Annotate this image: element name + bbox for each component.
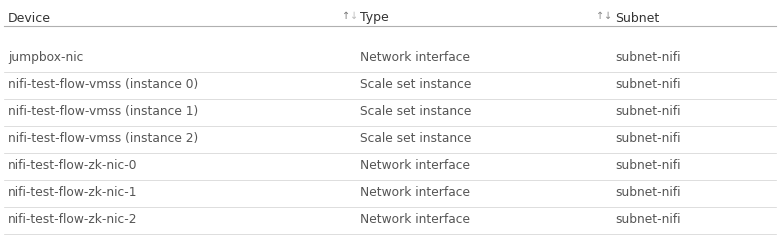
Text: nifi-test-flow-vmss (instance 1): nifi-test-flow-vmss (instance 1) <box>8 105 198 118</box>
Text: Scale set instance: Scale set instance <box>360 132 471 145</box>
Text: Network interface: Network interface <box>360 159 470 172</box>
Text: Network interface: Network interface <box>360 51 470 64</box>
Text: subnet-nifi: subnet-nifi <box>615 132 680 145</box>
Text: subnet-nifi: subnet-nifi <box>615 51 680 64</box>
Text: nifi-test-flow-vmss (instance 2): nifi-test-flow-vmss (instance 2) <box>8 132 198 145</box>
Text: subnet-nifi: subnet-nifi <box>615 159 680 172</box>
Text: subnet-nifi: subnet-nifi <box>615 78 680 91</box>
Text: Type: Type <box>360 12 388 24</box>
Text: nifi-test-flow-zk-nic-1: nifi-test-flow-zk-nic-1 <box>8 186 137 199</box>
Text: jumpbox-nic: jumpbox-nic <box>8 51 83 64</box>
Text: Network interface: Network interface <box>360 213 470 226</box>
Text: ↓: ↓ <box>350 11 358 21</box>
Text: subnet-nifi: subnet-nifi <box>615 105 680 118</box>
Text: subnet-nifi: subnet-nifi <box>615 213 680 226</box>
Text: Network interface: Network interface <box>360 186 470 199</box>
Text: ↑: ↑ <box>596 11 604 21</box>
Text: Device: Device <box>8 12 51 24</box>
Text: subnet-nifi: subnet-nifi <box>615 186 680 199</box>
Text: nifi-test-flow-zk-nic-0: nifi-test-flow-zk-nic-0 <box>8 159 137 172</box>
Text: nifi-test-flow-vmss (instance 0): nifi-test-flow-vmss (instance 0) <box>8 78 198 91</box>
Text: ↑: ↑ <box>342 11 350 21</box>
Text: Scale set instance: Scale set instance <box>360 105 471 118</box>
Text: Scale set instance: Scale set instance <box>360 78 471 91</box>
Text: ↓: ↓ <box>604 11 612 21</box>
Text: nifi-test-flow-zk-nic-2: nifi-test-flow-zk-nic-2 <box>8 213 137 226</box>
Text: Subnet: Subnet <box>615 12 659 24</box>
